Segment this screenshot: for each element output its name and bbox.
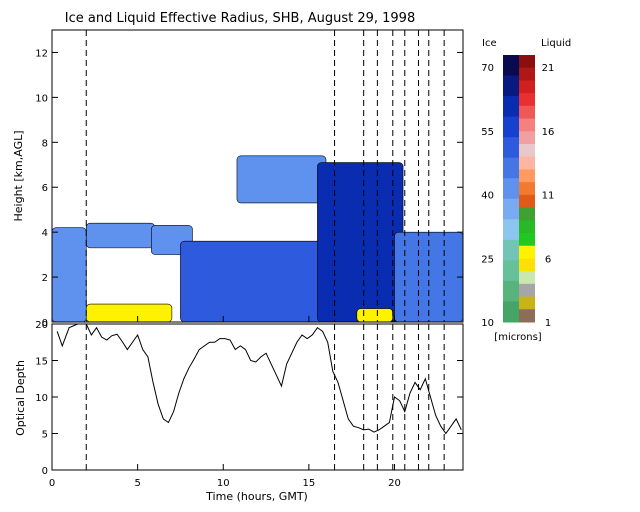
optical-depth-y-axis-label: Optical Depth: [14, 360, 27, 436]
y-tick-label: 8: [42, 138, 48, 149]
legend-tick-label: 25: [481, 254, 494, 265]
legend-tick-label: 21: [542, 63, 555, 74]
legend-tick-label: 40: [481, 191, 494, 202]
optical-depth-frame: [51, 323, 464, 471]
chart-title: Ice and Liquid Effective Radius, SHB, Au…: [65, 11, 415, 26]
legend-color-swatch: [519, 296, 535, 310]
legend-liquid-colorbar: [519, 55, 535, 323]
legend-color-swatch: [519, 118, 535, 132]
legend-tick-label: 6: [545, 254, 551, 265]
legend-color-swatch: [503, 157, 519, 179]
legend-color-swatch: [503, 239, 519, 261]
legend-liquid-ticks: 21 16 11 6 1: [542, 63, 555, 329]
legend-color-swatch: [519, 207, 535, 221]
legend-color-swatch: [519, 182, 535, 196]
legend-color-swatch: [519, 156, 535, 170]
legend-color-swatch: [503, 198, 519, 220]
legend-tick-label: 16: [542, 127, 555, 138]
legend-color-swatch: [503, 96, 519, 118]
cloud-region-ice: [317, 162, 404, 323]
y-tick-label: 10: [35, 393, 48, 404]
cloud-region-ice: [180, 240, 327, 323]
legend-ice-ticks: 70 55 40 25 10: [481, 63, 494, 329]
cloud-region-ice: [236, 155, 327, 204]
legend-color-swatch: [503, 75, 519, 97]
legend-color-swatch: [519, 169, 535, 183]
cloud-region-ice: [51, 227, 87, 323]
legend-liquid-header: Liquid: [541, 38, 571, 49]
heatmap-markers: [85, 30, 445, 322]
y-tick-label: 0: [42, 466, 48, 477]
legend-color-swatch: [503, 260, 519, 282]
y-tick-label: 12: [35, 48, 48, 59]
optical-depth-markers: [85, 324, 445, 470]
heatmap-y-axis-label: Height [km,AGL]: [12, 130, 25, 221]
legend-color-swatch: [519, 245, 535, 259]
legend-tick-label: 1: [545, 318, 551, 329]
heatmap-y-ticks: 0 2 4 6 8 10 12: [35, 48, 463, 329]
x-tick-label: 5: [134, 478, 140, 489]
y-tick-label: 0: [42, 318, 48, 329]
legend-color-swatch: [503, 116, 519, 138]
legend-color-swatch: [503, 219, 519, 241]
legend-tick-label: 70: [481, 63, 494, 74]
legend-color-swatch: [519, 220, 535, 234]
y-tick-label: 15: [35, 357, 48, 368]
optical-depth-line: [56, 323, 462, 435]
legend-color-swatch: [519, 283, 535, 298]
legend-color-swatch: [519, 67, 535, 81]
y-tick-label: 10: [35, 93, 48, 104]
legend-color-swatch: [519, 131, 535, 145]
legend-color-swatch: [519, 258, 535, 272]
legend-color-swatch: [519, 55, 535, 69]
legend-tick-label: 55: [481, 127, 494, 138]
y-tick-label: 2: [42, 273, 48, 284]
legend-ice-header: Ice: [482, 38, 497, 49]
legend-color-swatch: [519, 194, 535, 209]
legend-color-swatch: [503, 137, 519, 159]
color-legend: Ice Liquid 70 55 40 25 10 21 16 11 6 1 [microns]: [481, 38, 571, 343]
x-tick-label: 0: [49, 478, 55, 489]
legend-color-swatch: [519, 105, 535, 120]
legend-color-swatch: [519, 93, 535, 107]
heatmap-frame: [51, 29, 464, 323]
legend-tick-label: 10: [481, 318, 494, 329]
x-tick-label: 20: [388, 478, 401, 489]
legend-color-swatch: [519, 233, 535, 247]
optical-depth-y-ticks: 0 5 10 15 20: [35, 320, 463, 477]
legend-color-swatch: [519, 271, 535, 285]
legend-tick-label: 11: [542, 191, 555, 202]
y-tick-label: 4: [42, 228, 48, 239]
legend-color-swatch: [519, 309, 535, 323]
optical-depth-panel: 0 5 10 15 20 0 5 10 15 20 Optical Depth Time (ho…: [14, 316, 464, 503]
legend-color-swatch: [519, 80, 535, 94]
y-tick-label: 6: [42, 183, 48, 194]
legend-color-swatch: [503, 55, 519, 77]
legend-color-swatch: [503, 280, 519, 302]
cloud-region-liquid: [356, 308, 394, 323]
legend-color-swatch: [503, 178, 519, 200]
legend-units: [microns]: [494, 332, 541, 343]
x-tick-label: 10: [217, 478, 230, 489]
x-axis-label: Time (hours, GMT): [205, 490, 308, 503]
effective-radius-panel: 0 2 4 6 8 10 12 Height [km,AGL]: [12, 29, 464, 329]
legend-ice-colorbar: [503, 55, 519, 323]
cloud-region-ice: [85, 222, 156, 249]
cloud-region-liquid: [85, 303, 173, 323]
legend-color-swatch: [503, 301, 519, 323]
y-tick-label: 20: [35, 320, 48, 331]
heatmap-regions: [51, 155, 464, 323]
y-tick-label: 5: [42, 430, 48, 441]
x-tick-label: 15: [303, 478, 316, 489]
legend-color-swatch: [519, 144, 535, 158]
optical-depth-x-ticks: 0 5 10 15 20: [49, 316, 401, 489]
